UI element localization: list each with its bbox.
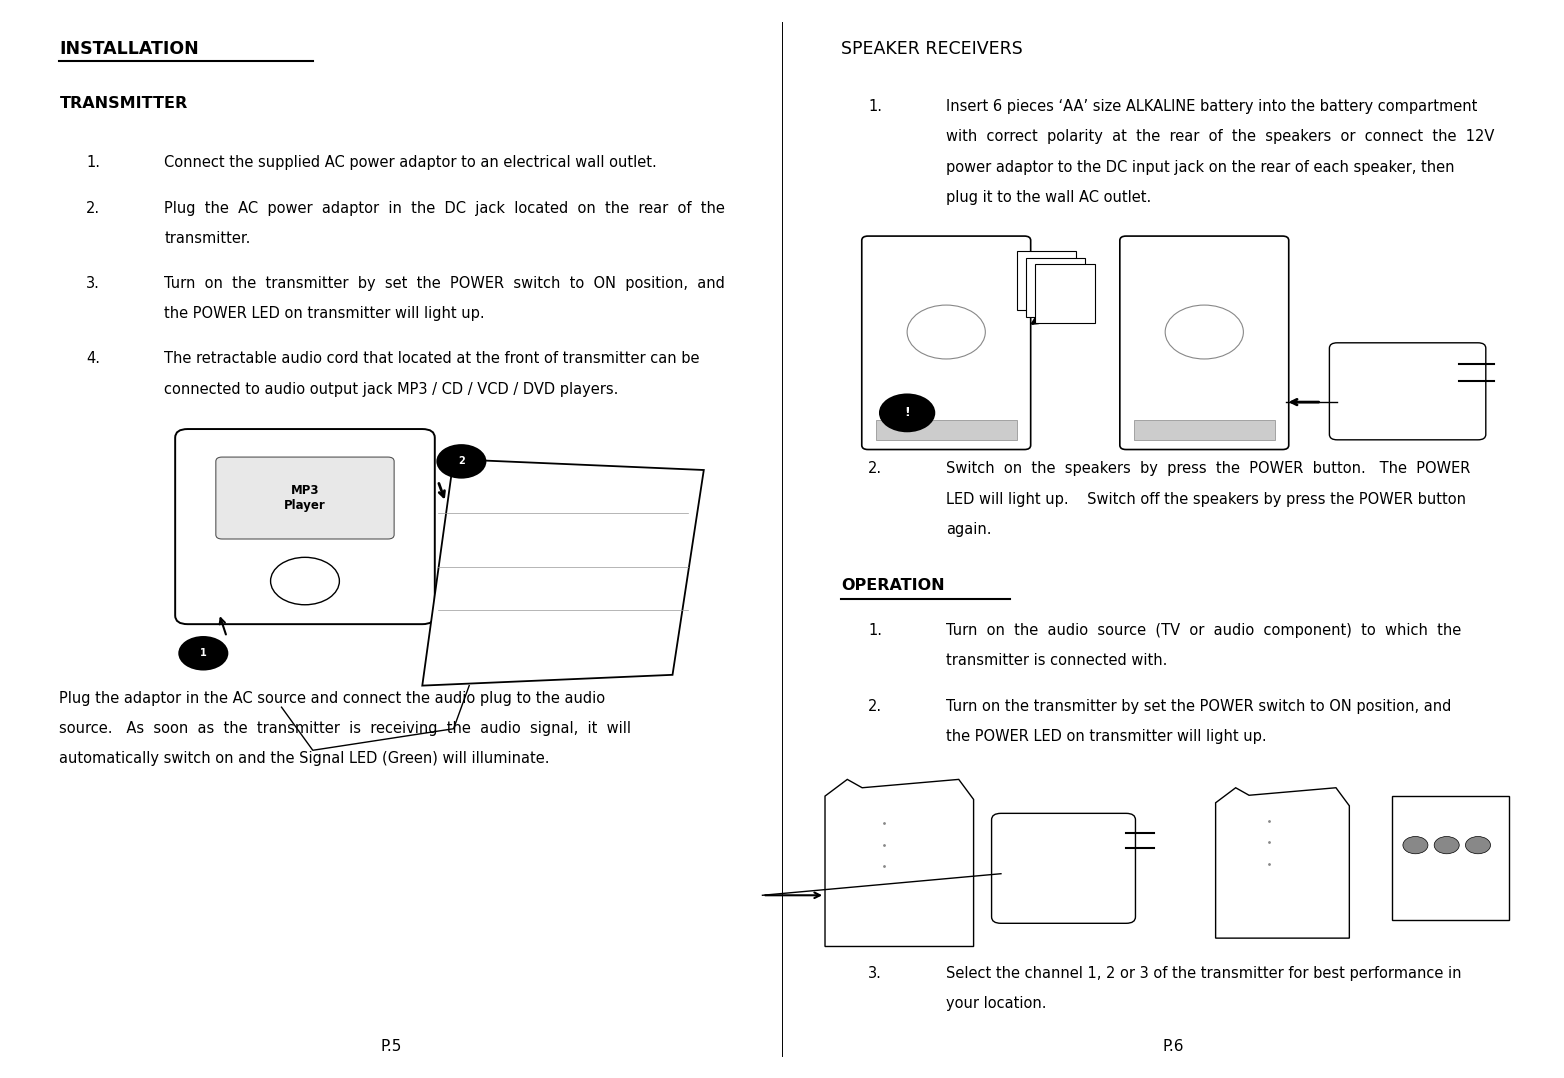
Polygon shape [826, 779, 973, 946]
Text: plug it to the wall AC outlet.: plug it to the wall AC outlet. [946, 190, 1151, 205]
Bar [1134, 420, 1275, 440]
Text: 1.: 1. [868, 623, 882, 638]
Bar [876, 420, 1017, 440]
Text: OPERATION: OPERATION [841, 578, 945, 593]
Text: Connect the supplied AC power adaptor to an electrical wall outlet.: Connect the supplied AC power adaptor to… [164, 155, 657, 170]
Text: connected to audio output jack MP3 / CD / VCD / DVD players.: connected to audio output jack MP3 / CD … [164, 382, 619, 397]
Text: transmitter is connected with.: transmitter is connected with. [946, 653, 1168, 668]
Text: 2.: 2. [86, 201, 100, 216]
FancyBboxPatch shape [992, 814, 1135, 924]
Text: again.: again. [946, 522, 992, 537]
FancyBboxPatch shape [175, 429, 435, 624]
Text: automatically switch on and the Signal LED (Green) will illuminate.: automatically switch on and the Signal L… [59, 751, 551, 766]
Text: Plug  the  AC  power  adaptor  in  the  DC  jack  located  on  the  rear  of  th: Plug the AC power adaptor in the DC jack… [164, 201, 726, 216]
Circle shape [1465, 837, 1490, 854]
Text: Plug the adaptor in the AC source and connect the audio plug to the audio: Plug the adaptor in the AC source and co… [59, 691, 605, 706]
Text: P.6: P.6 [1162, 1039, 1184, 1054]
Text: TRANSMITTER: TRANSMITTER [59, 96, 188, 111]
Text: Switch  on  the  speakers  by  press  the  POWER  button.   The  POWER: Switch on the speakers by press the POWE… [946, 461, 1470, 476]
Bar [1035, 264, 1095, 323]
Circle shape [178, 636, 228, 671]
Text: SPEAKER RECEIVERS: SPEAKER RECEIVERS [841, 40, 1023, 58]
Text: 1: 1 [200, 648, 206, 659]
Circle shape [879, 393, 935, 432]
Text: Select the channel 1, 2 or 3 of the transmitter for best performance in: Select the channel 1, 2 or 3 of the tran… [946, 966, 1462, 981]
Text: your location.: your location. [946, 996, 1046, 1011]
Text: source.   As  soon  as  the  transmitter  is  receiving  the  audio  signal,  it: source. As soon as the transmitter is re… [59, 721, 632, 736]
FancyBboxPatch shape [1329, 343, 1486, 440]
Text: !: ! [904, 406, 910, 419]
Text: the POWER LED on transmitter will light up.: the POWER LED on transmitter will light … [946, 729, 1267, 744]
FancyBboxPatch shape [862, 236, 1031, 450]
Text: Turn on the transmitter by set the POWER switch to ON position, and: Turn on the transmitter by set the POWER… [946, 699, 1451, 714]
Text: MP3
Player: MP3 Player [285, 484, 325, 512]
Circle shape [1403, 837, 1428, 854]
Text: 2.: 2. [868, 699, 882, 714]
Text: 4.: 4. [86, 351, 100, 367]
Text: transmitter.: transmitter. [164, 231, 250, 246]
Text: Insert 6 pieces ‘AA’ size ALKALINE battery into the battery compartment: Insert 6 pieces ‘AA’ size ALKALINE batte… [946, 99, 1478, 114]
Text: 1.: 1. [868, 99, 882, 114]
Text: P.5: P.5 [380, 1039, 402, 1054]
Polygon shape [422, 459, 704, 686]
Text: Turn  on  the  transmitter  by  set  the  POWER  switch  to  ON  position,  and: Turn on the transmitter by set the POWER… [164, 276, 726, 291]
Text: 2: 2 [458, 456, 465, 467]
Text: LED will light up.    Switch off the speakers by press the POWER button: LED will light up. Switch off the speake… [946, 492, 1465, 507]
Circle shape [1434, 837, 1459, 854]
Text: 3.: 3. [868, 966, 882, 981]
Text: Turn  on  the  audio  source  (TV  or  audio  component)  to  which  the: Turn on the audio source (TV or audio co… [946, 623, 1461, 638]
Text: The retractable audio cord that located at the front of transmitter can be: The retractable audio cord that located … [164, 351, 699, 367]
FancyBboxPatch shape [1120, 236, 1289, 450]
Text: power adaptor to the DC input jack on the rear of each speaker, then: power adaptor to the DC input jack on th… [946, 160, 1455, 175]
Text: INSTALLATION: INSTALLATION [59, 40, 199, 58]
Bar [1392, 796, 1509, 920]
Text: 2.: 2. [868, 461, 882, 476]
Bar [1017, 251, 1076, 310]
Text: with  correct  polarity  at  the  rear  of  the  speakers  or  connect  the  12V: with correct polarity at the rear of the… [946, 129, 1495, 144]
FancyBboxPatch shape [216, 457, 394, 539]
Polygon shape [1215, 788, 1350, 938]
Text: the POWER LED on transmitter will light up.: the POWER LED on transmitter will light … [164, 306, 485, 321]
Circle shape [436, 444, 486, 479]
Text: 3.: 3. [86, 276, 100, 291]
Text: 1.: 1. [86, 155, 100, 170]
Bar [1026, 258, 1085, 317]
